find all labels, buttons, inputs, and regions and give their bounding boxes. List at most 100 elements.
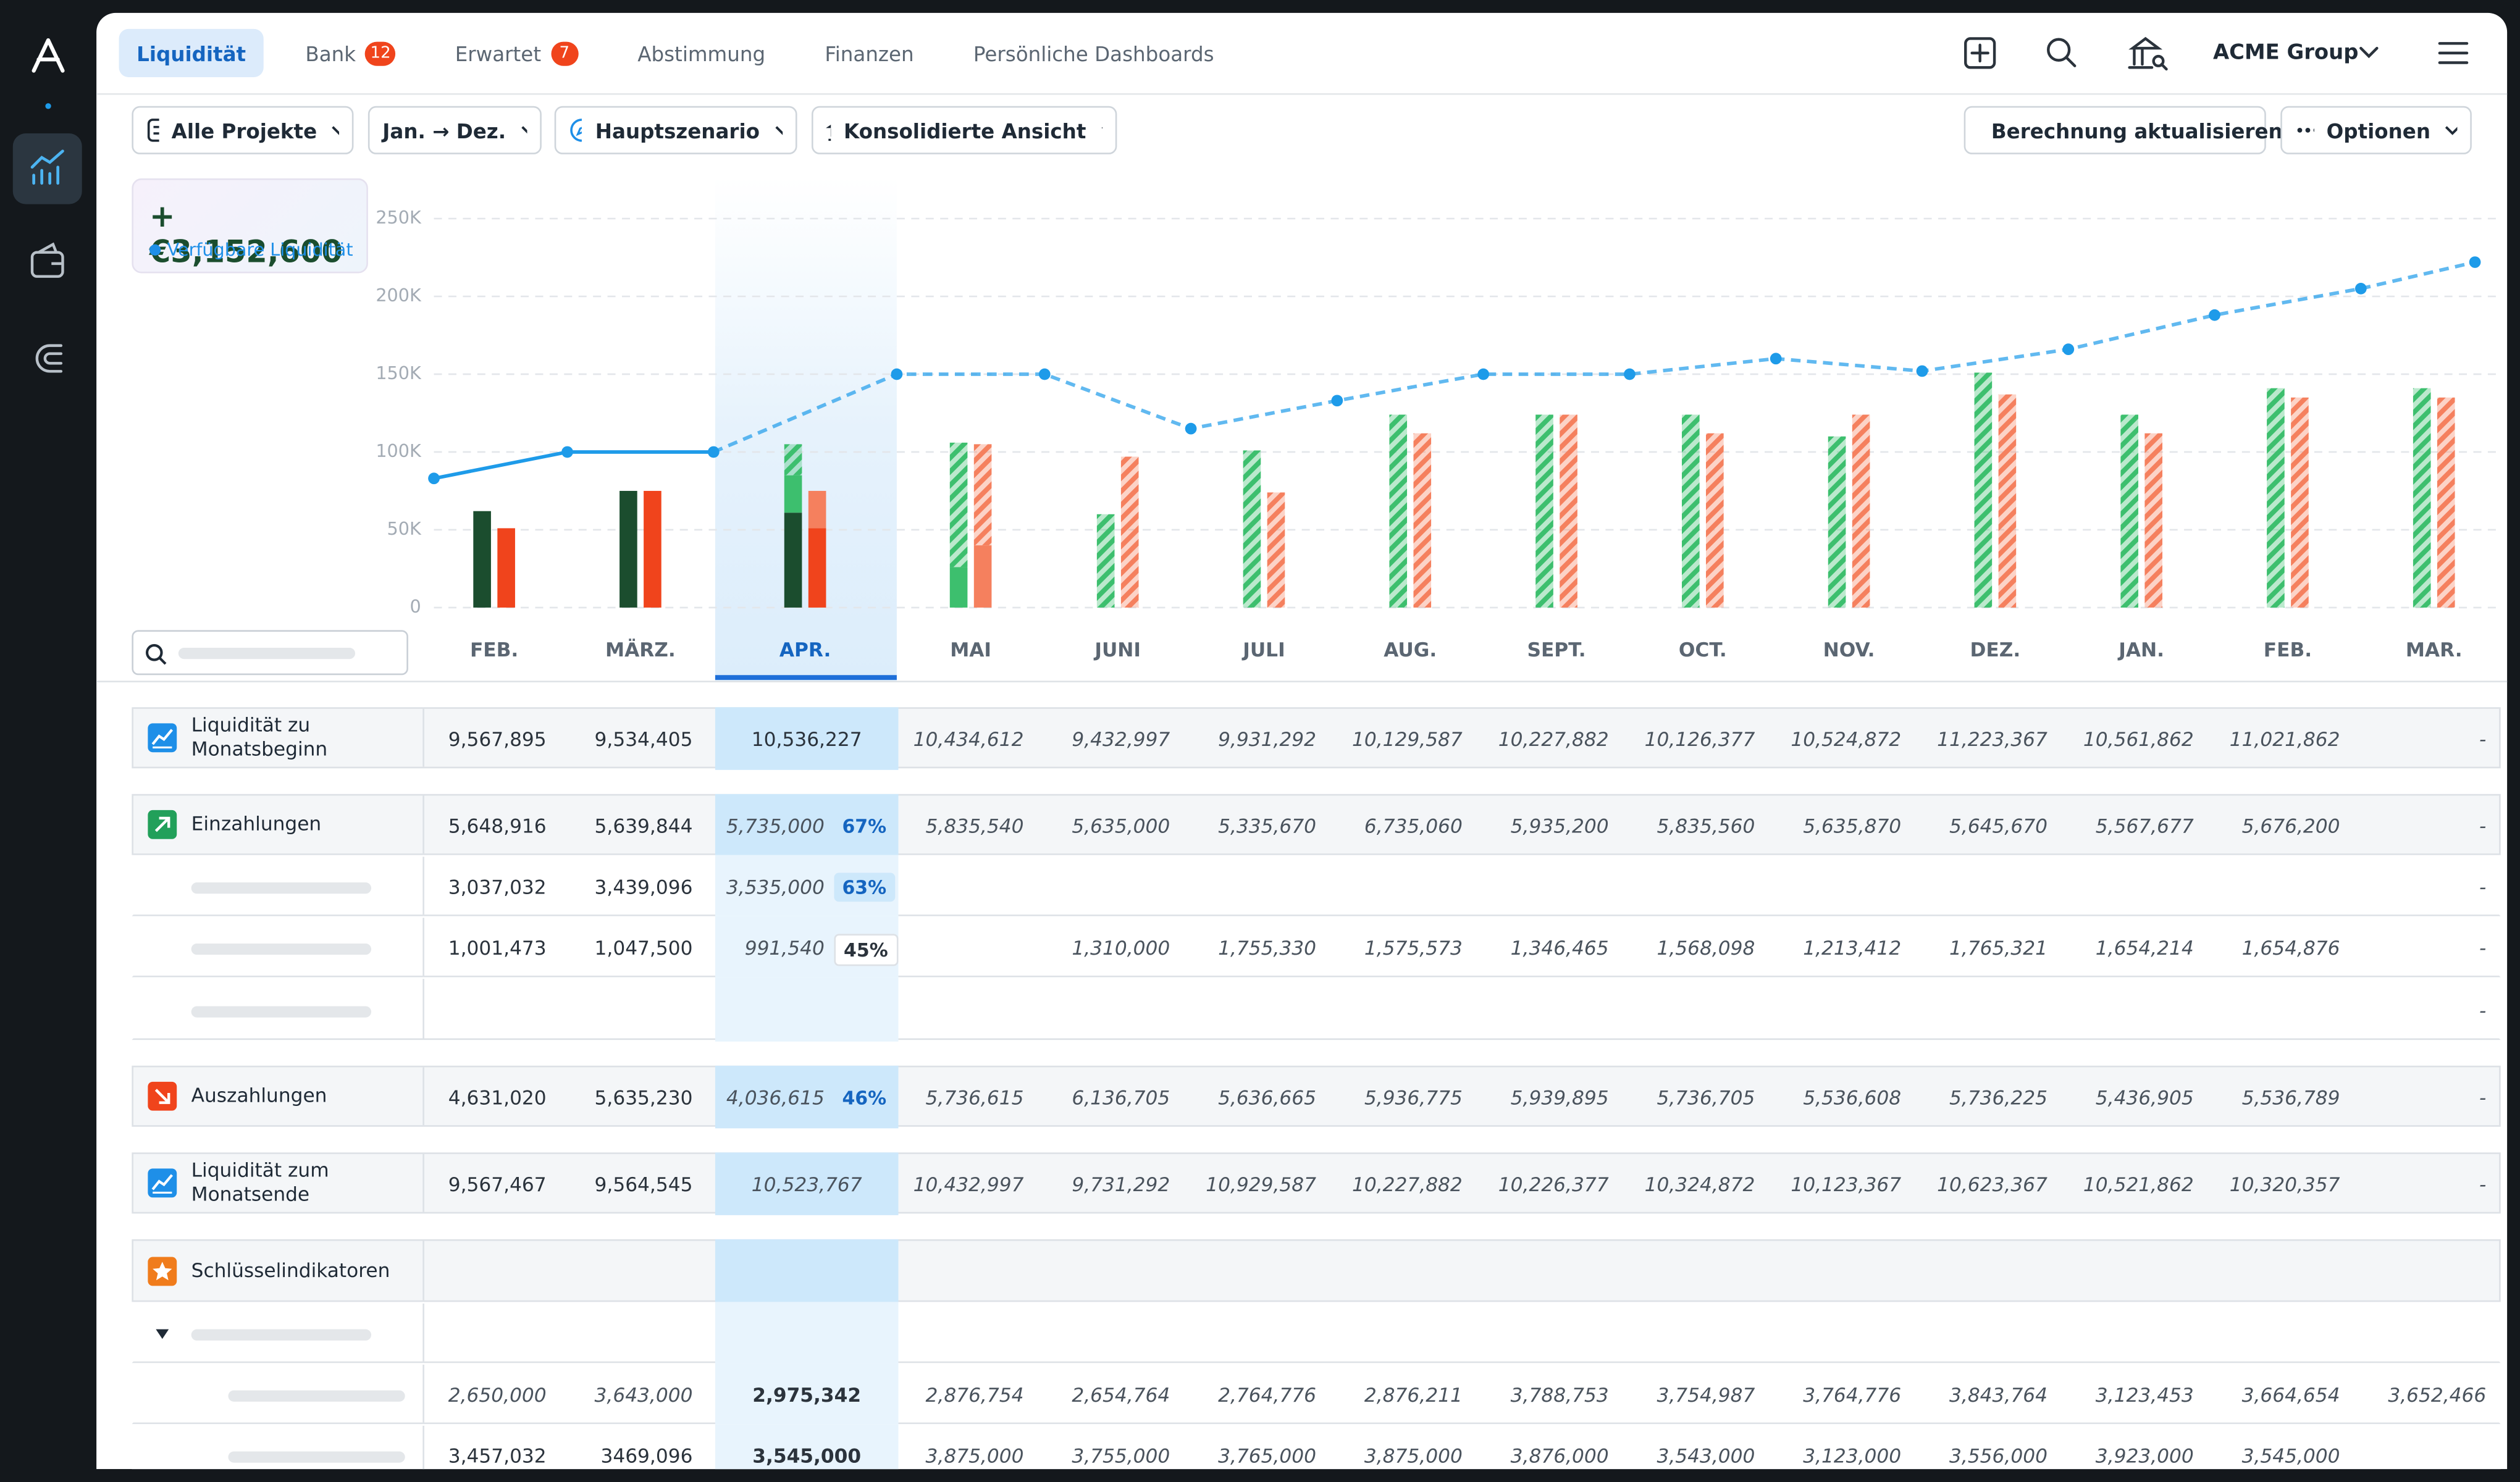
filter-button[interactable]: Hauptszenario: [554, 106, 797, 154]
label-placeholder: [228, 1451, 405, 1463]
top-actions: ACME Group: [1964, 36, 2469, 71]
row-icon: [148, 723, 177, 753]
cell: 5,635,230: [594, 1086, 693, 1110]
x-tick-label: JULI: [1241, 639, 1285, 661]
highlight-cell: [715, 1152, 899, 1215]
cell: 2,876,754: [925, 1384, 1024, 1407]
cell: 5,567,677: [2095, 814, 2194, 838]
cell: 5,835,540: [925, 814, 1024, 838]
bar-segment: [2437, 397, 2455, 608]
bank-button[interactable]: [2128, 36, 2163, 69]
cell: 3,876,000: [1510, 1445, 1609, 1468]
chevron: [332, 126, 340, 135]
tab[interactable]: Finanzen: [807, 29, 931, 77]
cell: 3,439,096: [594, 876, 693, 899]
line-point: [2209, 309, 2220, 321]
label-placeholder: [191, 1329, 372, 1341]
filter-button[interactable]: Jan. → Dez.: [368, 106, 542, 154]
tab[interactable]: Erwartet 7: [437, 29, 595, 77]
chevron: [775, 126, 783, 135]
percent-badge: 63%: [834, 873, 895, 902]
bar-segment: [1706, 433, 1724, 608]
filter-button[interactable]: Konsolidierte Ansicht: [812, 106, 1117, 154]
cell: 1,765,321: [1949, 937, 2048, 960]
cell: 3,556,000: [1949, 1445, 2048, 1468]
cell: 2,876,211: [1364, 1384, 1463, 1407]
bar-segment: [1681, 414, 1700, 608]
cell: 9,567,467: [448, 1173, 547, 1196]
label-placeholder: [191, 1005, 372, 1017]
label-divider: [422, 979, 424, 1039]
table-row: 2,650,000 3,643,000 2,975,342 2,876,754 2,65…: [132, 1363, 2501, 1426]
cell: 9,931,292: [1218, 728, 1317, 751]
cell: 5,936,775: [1364, 1086, 1463, 1110]
chart: 0 50K 100K 150K 200K 250K FEB. MÄRZ. APR. MAI JUNI…: [96, 177, 2508, 682]
tab-label: Persönliche Dashboards: [973, 41, 1214, 65]
action-button[interactable]: Optionen: [2280, 106, 2472, 154]
cell: 2,654,764: [1072, 1384, 1170, 1407]
label-divider: [422, 1153, 424, 1212]
tab[interactable]: Persönliche Dashboards: [956, 29, 1232, 77]
forecast-line: [713, 260, 2476, 454]
bar-segment: [1413, 433, 1432, 608]
row-label: Liquidität zum Monatsende: [191, 1158, 329, 1206]
add-button[interactable]: [1964, 37, 1996, 69]
cell: 5,335,670: [1218, 814, 1317, 838]
highlight-cell: [715, 1424, 899, 1470]
bar-segment: [497, 528, 515, 608]
tab[interactable]: Liquidität: [119, 28, 264, 77]
menu-button[interactable]: [2438, 42, 2469, 64]
y-tick-label: 250K: [376, 207, 422, 228]
cell: 10,623,367: [1937, 1173, 2048, 1196]
highlight-cell: [715, 1363, 899, 1426]
action-button[interactable]: Berechnung aktualisieren: [1964, 106, 2283, 154]
icon-magnet[interactable]: [35, 344, 63, 373]
table-row: 3,037,032 3,439,096 3,535,000 63% -: [132, 855, 2501, 918]
label-divider: [422, 1364, 424, 1423]
kpi-label-wrap: Verfügbare Liquidität: [149, 240, 353, 261]
expand-caret[interactable]: [154, 1328, 170, 1341]
bar-segment: [1828, 436, 1846, 608]
tab-label: Bank: [305, 41, 356, 65]
search-box[interactable]: [132, 630, 408, 676]
kpi-value: +€3,152,600: [149, 199, 343, 270]
bar-segment: [1560, 414, 1577, 608]
cell: 4,036,615: [726, 1086, 825, 1110]
cell: 10,561,862: [2083, 728, 2194, 751]
action-icon: [2297, 127, 2314, 133]
tab[interactable]: Bank 12: [288, 29, 413, 77]
cell: 1,047,500: [594, 937, 693, 960]
cell: 10,524,872: [1791, 728, 1902, 751]
label-placeholder: [191, 943, 372, 955]
org-chevron[interactable]: [2359, 46, 2379, 59]
search-button[interactable]: [2047, 38, 2071, 62]
search-icon: [146, 644, 167, 665]
cell: 3,457,032: [448, 1445, 547, 1468]
kpi-label: Verfügbare Liquidität: [167, 239, 353, 261]
icon-wallet[interactable]: [30, 242, 64, 278]
tab-bar: Liquidität Bank 12 Erwartet 7 Abstimmung Finan…: [119, 28, 1256, 77]
organization[interactable]: ACME Group: [2213, 40, 2359, 64]
line-point: [1331, 395, 1343, 407]
cell: 3,543,000: [1657, 1445, 1755, 1468]
y-tick-label: 50K: [387, 518, 422, 539]
cell: 10,227,882: [1352, 1173, 1463, 1196]
cell: 9,432,997: [1072, 728, 1170, 751]
line-point: [2469, 256, 2481, 268]
filter-button[interactable]: Alle Projekte: [132, 106, 354, 154]
tab-label: Abstimmung: [637, 41, 766, 65]
cell: -: [2479, 876, 2487, 899]
line-point: [1477, 368, 1490, 380]
cell: 5,736,705: [1657, 1086, 1755, 1110]
nav-item-active[interactable]: [12, 133, 82, 204]
cell: 3,755,000: [1072, 1445, 1170, 1468]
cell: 10,324,872: [1644, 1173, 1755, 1196]
active-underline: [715, 675, 897, 680]
tab[interactable]: Abstimmung: [620, 29, 783, 77]
x-tick-label: DEZ.: [1970, 639, 2021, 661]
bar-segment: [1998, 394, 2017, 608]
cell: 10,521,862: [2083, 1173, 2194, 1196]
actual-line: [433, 450, 714, 480]
row-icon: [148, 1168, 177, 1198]
